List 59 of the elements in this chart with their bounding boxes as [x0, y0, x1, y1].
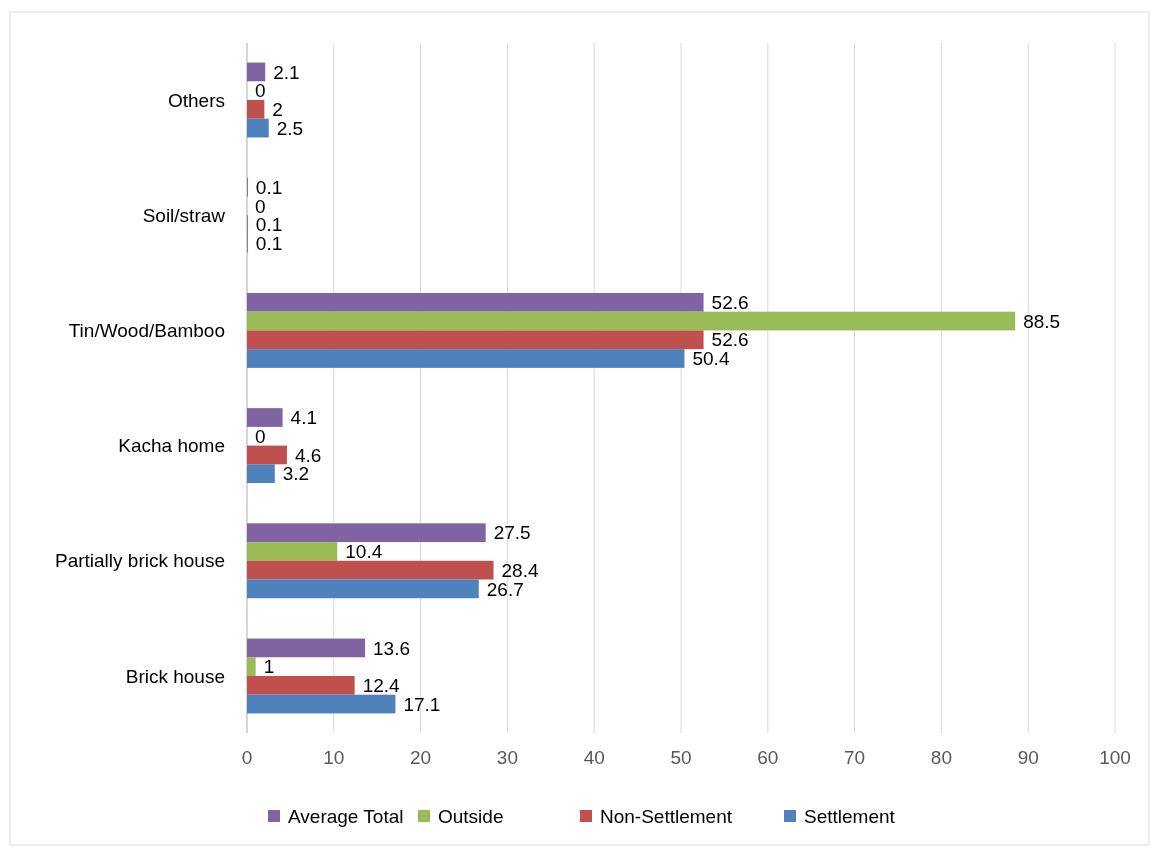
bar [247, 464, 275, 484]
data-label: 4.1 [290, 407, 318, 429]
bar [247, 675, 355, 695]
bar [247, 579, 479, 599]
data-label: 4.6 [294, 444, 322, 466]
bar [247, 638, 366, 658]
x-tick-label: 90 [1017, 747, 1039, 768]
bar [247, 311, 1016, 331]
bar [247, 100, 265, 119]
bar [247, 560, 494, 580]
legend-label: Non-Settlement [600, 805, 733, 827]
data-label: 88.5 [1023, 310, 1061, 332]
x-tick-label: 40 [583, 747, 605, 768]
data-label: 52.6 [711, 329, 749, 351]
x-tick-label: 10 [323, 747, 345, 768]
legend-label: Average Total [288, 805, 404, 827]
data-label: 0.1 [255, 176, 283, 198]
bar [247, 542, 338, 561]
bar [247, 694, 396, 714]
data-label: 17.1 [403, 693, 441, 715]
legend-label: Settlement [804, 805, 896, 827]
y-tick-label: Kacha home [118, 435, 225, 457]
bar [247, 657, 256, 676]
x-tick-label: 0 [241, 747, 253, 768]
x-tick-label: 20 [410, 747, 432, 768]
x-tick-label: 80 [930, 747, 952, 768]
data-label: 28.4 [501, 559, 539, 581]
bar [247, 330, 704, 350]
y-tick-label: Tin/Wood/Bamboo [68, 320, 225, 342]
data-label: 0 [255, 425, 266, 447]
bar [247, 118, 269, 138]
data-label: 13.6 [373, 637, 411, 659]
bar [247, 445, 287, 465]
data-label: 3.2 [282, 463, 310, 485]
data-label: 52.6 [711, 291, 749, 313]
data-label: 50.4 [692, 348, 730, 370]
x-tick-label: 60 [757, 747, 779, 768]
y-tick-label: Brick house [125, 665, 225, 687]
data-label: 10.4 [345, 541, 383, 563]
bar [247, 349, 685, 368]
y-tick-label: Partially brick house [54, 550, 225, 572]
data-label: 26.7 [486, 578, 524, 600]
x-tick-label: 30 [496, 747, 518, 768]
data-label: 12.4 [362, 674, 401, 696]
y-tick-label: Soil/straw [142, 204, 226, 226]
bar [247, 523, 486, 543]
data-label: 27.5 [493, 522, 531, 544]
x-tick-label: 70 [844, 747, 866, 768]
y-tick-label: Others [167, 89, 225, 111]
legend-label: Outside [438, 805, 504, 827]
data-label: 0 [255, 195, 266, 217]
bar [247, 408, 283, 427]
data-label: 1 [263, 656, 275, 678]
bar [247, 292, 704, 312]
data-label: 2.1 [273, 61, 300, 83]
x-tick-label: 50 [670, 747, 692, 768]
data-label: 0 [255, 80, 266, 102]
x-tick-label: 100 [1099, 747, 1131, 768]
bar [247, 62, 266, 82]
